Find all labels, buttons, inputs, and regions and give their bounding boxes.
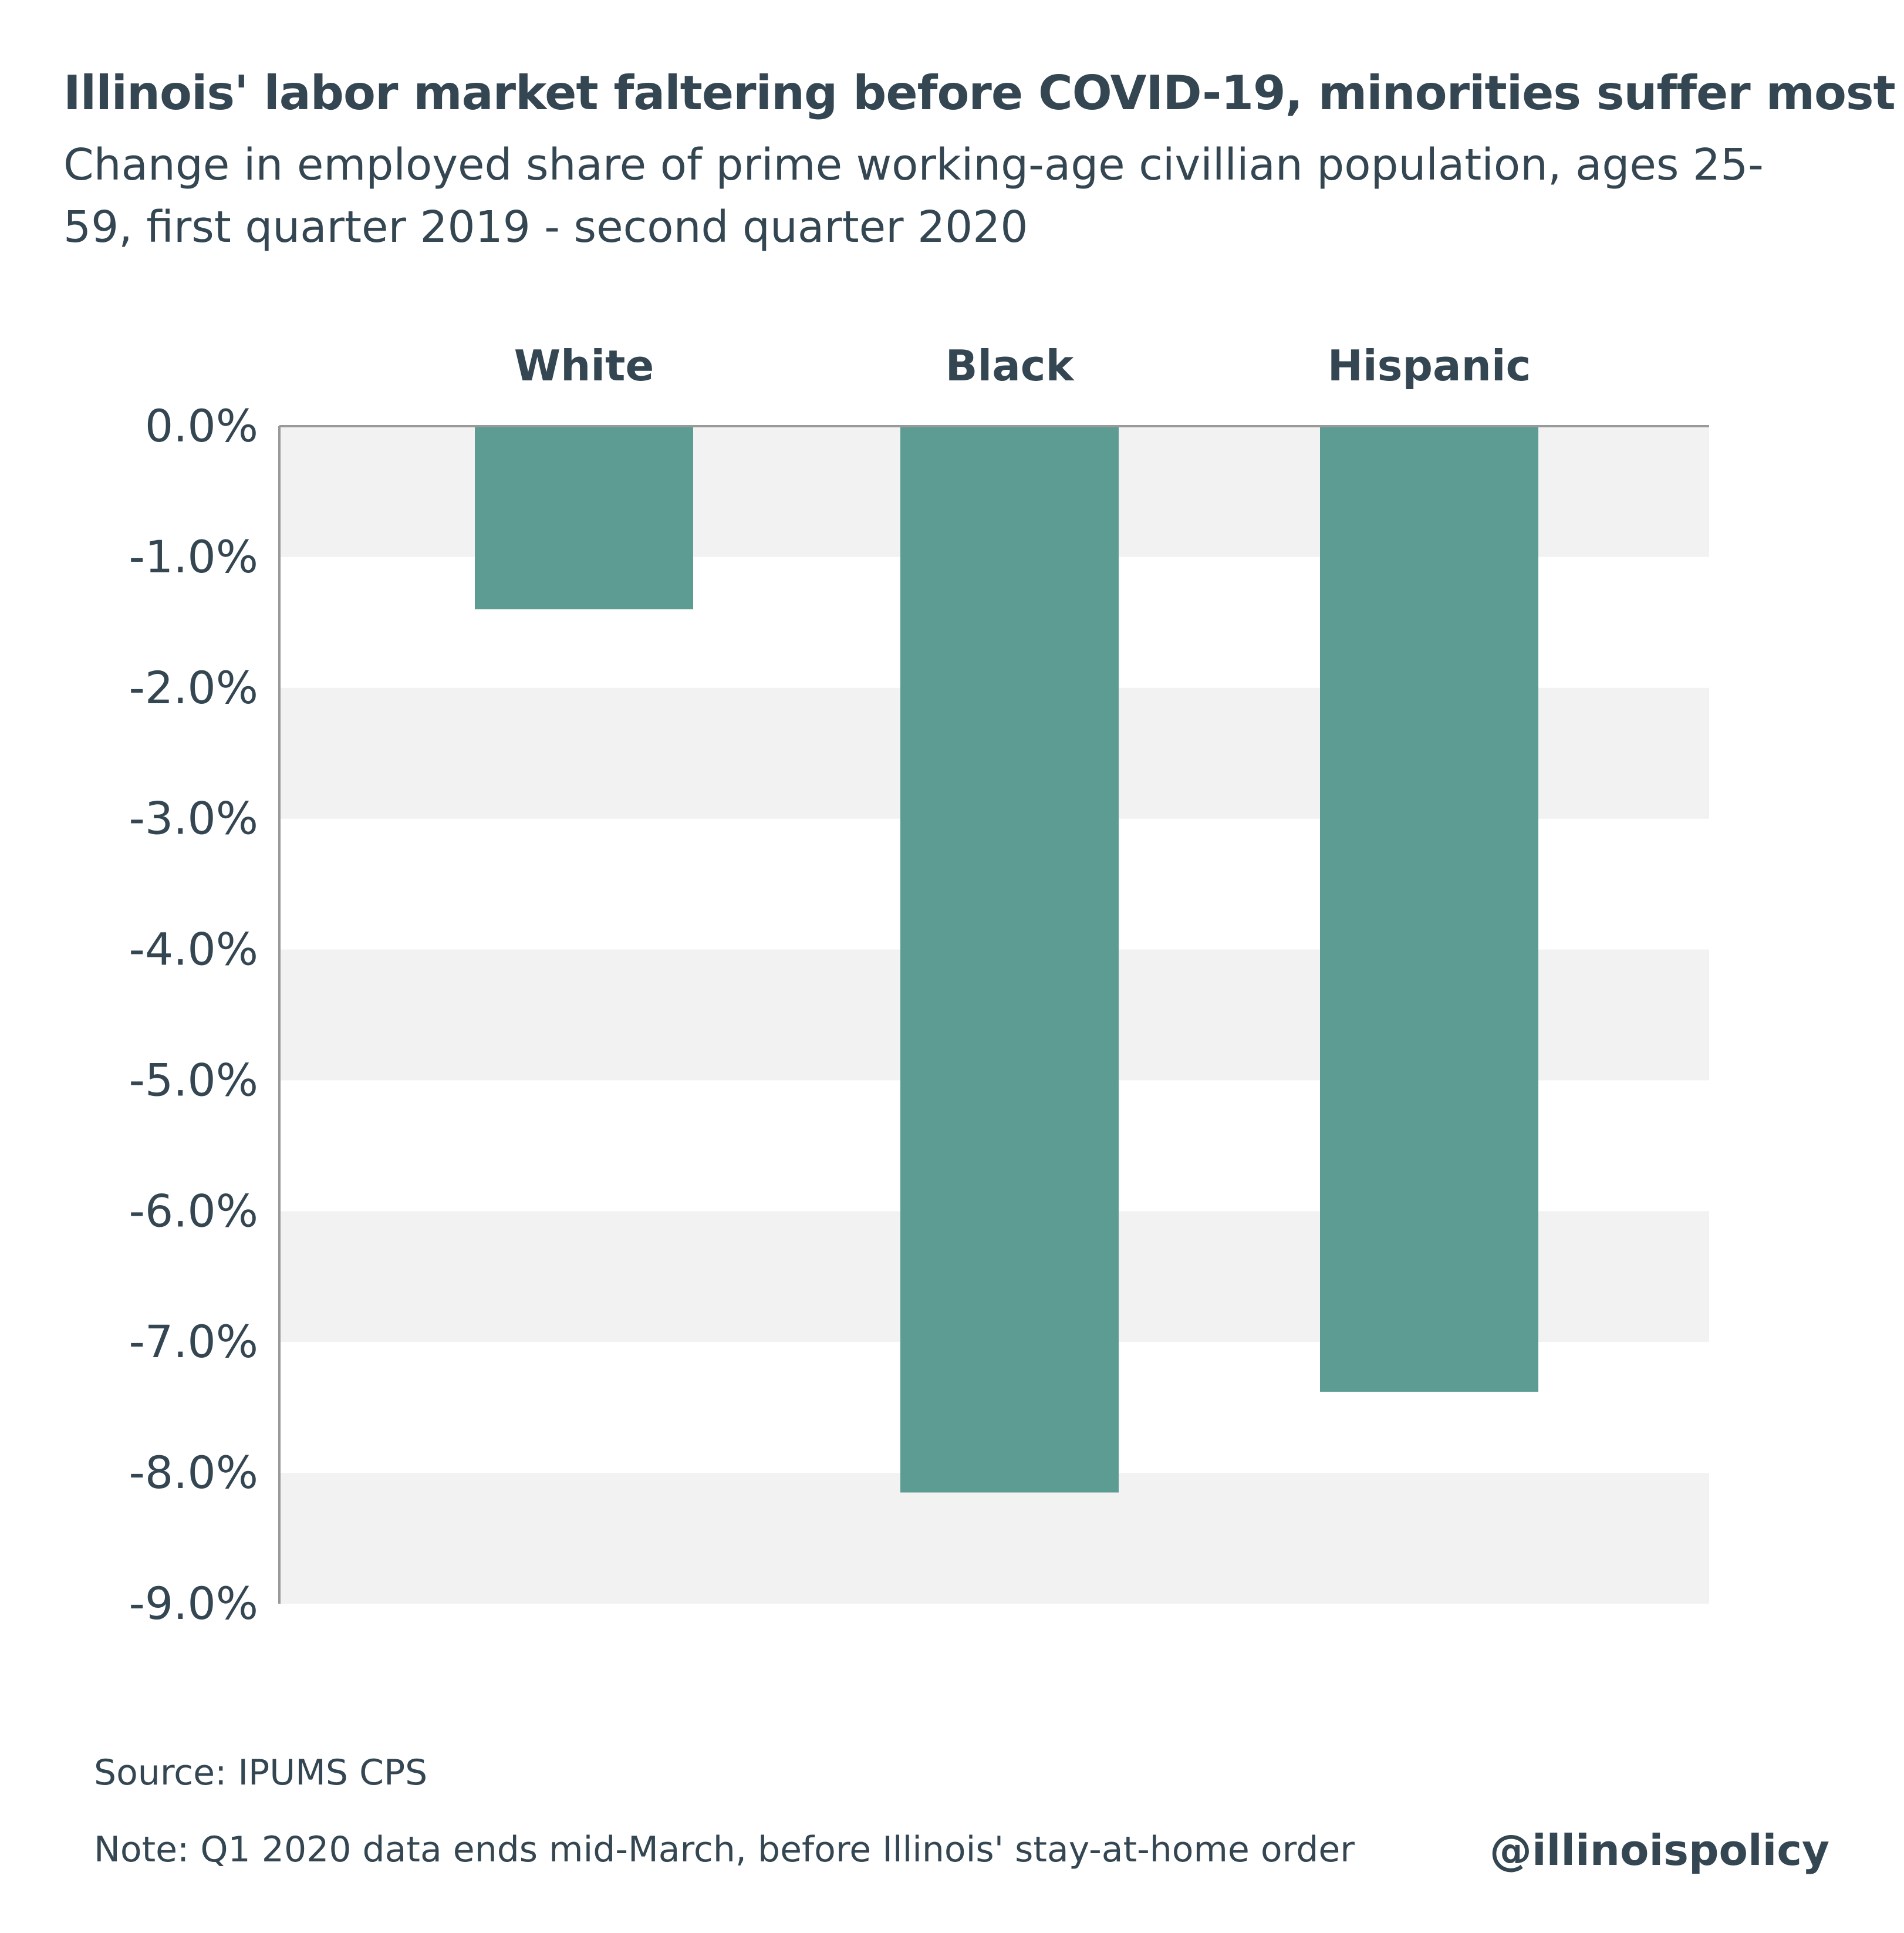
y-tick-label: -3.0% [129,792,258,845]
y-tick-label: -6.0% [129,1185,258,1237]
bar-white [475,426,693,610]
y-tick-label: -7.0% [129,1315,258,1368]
bars [475,426,1538,1493]
y-tick-labels: 0.0% -1.0% -2.0% -3.0% -4.0% -5.0% -6.0% -7.0% -… [129,400,258,1630]
footnote: Note: Q1 2020 data ends mid-March, befor… [94,1829,1355,1870]
chart-subtitle: Change in employed share of prime workin… [63,140,1764,252]
category-label-white: White [514,341,654,390]
category-labels: White Black Hispanic [514,341,1531,390]
axes [278,425,1709,1604]
chart-title: Illinois' labor market faltering before … [63,66,1896,120]
y-tick-label: -4.0% [129,923,258,976]
y-tick-label: -8.0% [129,1446,258,1499]
brand-handle: @illinoispolicy [1490,1826,1829,1875]
grid-band [279,1473,1709,1604]
category-label-hispanic: Hispanic [1328,341,1531,390]
bar-black [900,426,1119,1493]
category-label-black: Black [946,341,1075,390]
y-tick-label: -1.0% [129,531,258,583]
y-tick-label: -2.0% [129,662,258,714]
bar-hispanic [1320,426,1538,1392]
y-tick-label: -9.0% [129,1577,258,1630]
y-tick-label: -5.0% [129,1054,258,1106]
y-tick-label: 0.0% [145,400,258,452]
source-note: Source: IPUMS CPS [94,1752,428,1793]
